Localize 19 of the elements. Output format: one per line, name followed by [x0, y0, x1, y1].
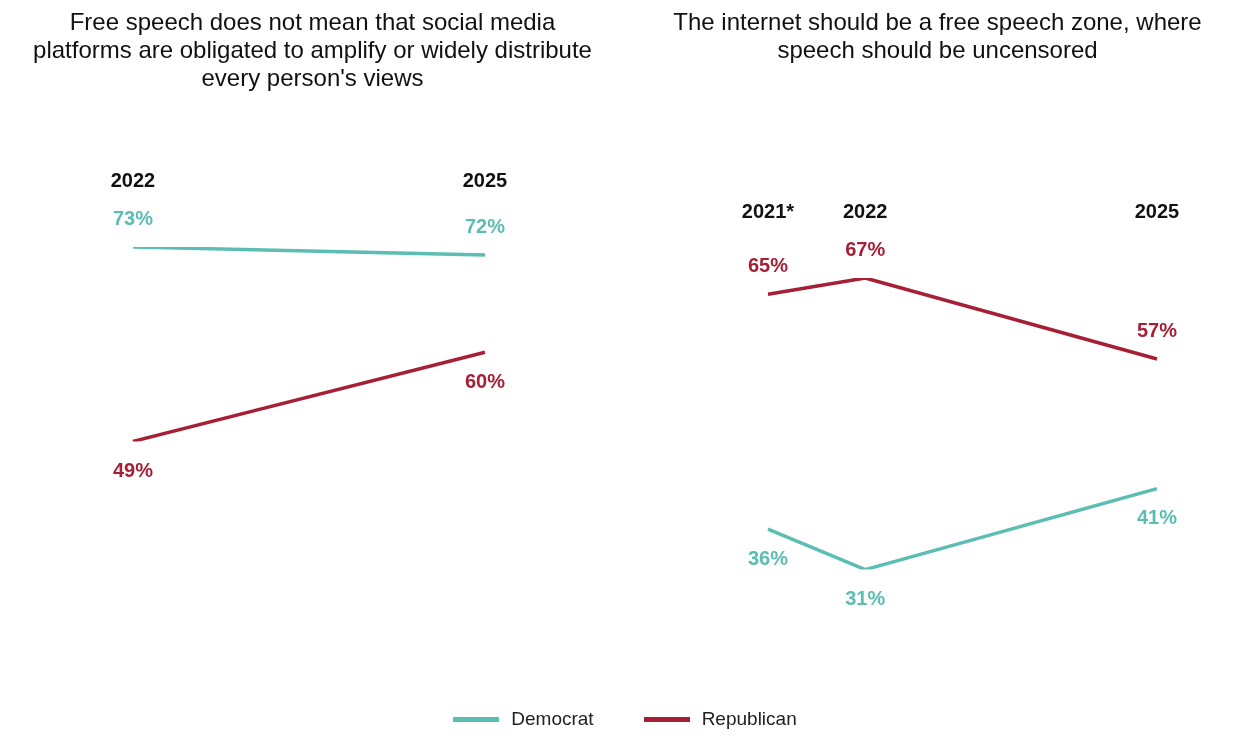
legend-label: Republican	[701, 708, 797, 730]
data-label: 57%	[1136, 318, 1178, 341]
data-label: 73%	[112, 206, 154, 229]
data-label: 31%	[845, 587, 886, 610]
data-label: 36%	[747, 546, 789, 569]
data-label: 65%	[747, 253, 789, 276]
data-label: 41%	[1136, 506, 1178, 529]
data-label: 72%	[464, 214, 506, 237]
data-label: 67%	[845, 237, 886, 260]
x-tick-label: 2022	[843, 199, 888, 222]
x-tick-label: 2021*	[741, 199, 795, 222]
legend-label: Democrat	[511, 708, 594, 730]
x-tick-label: 2025	[462, 168, 508, 191]
chart-title: The internet should be a free speech zone, where speech should be uncensored	[672, 8, 1203, 64]
x-tick-label: 2025	[1134, 199, 1180, 222]
data-label: 60%	[464, 369, 506, 392]
data-label: 49%	[112, 458, 154, 481]
x-tick-label: 2022	[110, 168, 156, 191]
chart-title: Free speech does not mean that social media platforms are obligated to amplify or widely distribute every person's views	[32, 8, 593, 92]
